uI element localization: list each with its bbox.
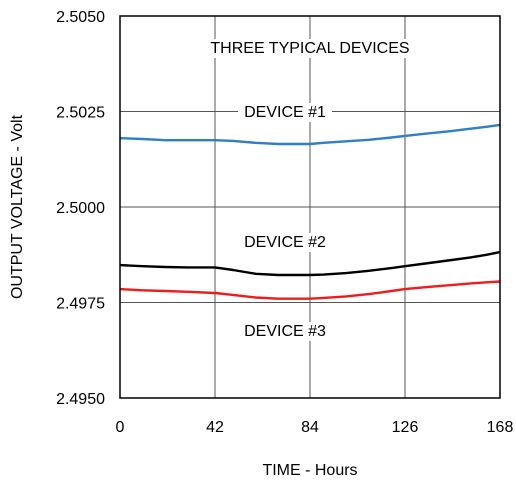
x-tick-label: 0	[116, 419, 125, 436]
title-label-bg	[206, 39, 414, 58]
ticks: 0 42 84 126 168 2.4950 2.4975 2.5000 2.5025 2.505…	[56, 9, 513, 436]
y-tick-label: 2.4975	[56, 296, 105, 313]
series-line-device2	[119, 250, 501, 277]
y-tick-label: 2.5050	[56, 9, 105, 26]
device2-label: DEVICE #2	[244, 234, 326, 251]
device2-label-bg	[238, 233, 333, 252]
x-tick-label: 42	[206, 419, 224, 436]
x-axis-title: TIME - Hours	[262, 462, 357, 479]
series-line-device1	[119, 123, 501, 146]
x-tick-label: 126	[392, 419, 419, 436]
device1-label-bg	[238, 103, 333, 122]
series-layer	[119, 123, 501, 300]
plot-frame	[119, 15, 501, 399]
device1-label: DEVICE #1	[244, 104, 326, 121]
y-tick-label: 2.4950	[56, 391, 105, 408]
y-tick-label: 2.5000	[56, 200, 105, 217]
x-tick-label: 84	[301, 419, 319, 436]
y-tick-label: 2.5025	[56, 105, 105, 122]
title-annotation: THREE TYPICAL DEVICES	[210, 40, 409, 57]
y-axis-title: OUTPUT VOLTAGE - Volt	[9, 114, 26, 299]
x-tick-label: 168	[487, 419, 514, 436]
device3-label-bg	[238, 322, 333, 341]
series-line-device3	[119, 280, 501, 300]
device3-label: DEVICE #3	[244, 323, 326, 340]
